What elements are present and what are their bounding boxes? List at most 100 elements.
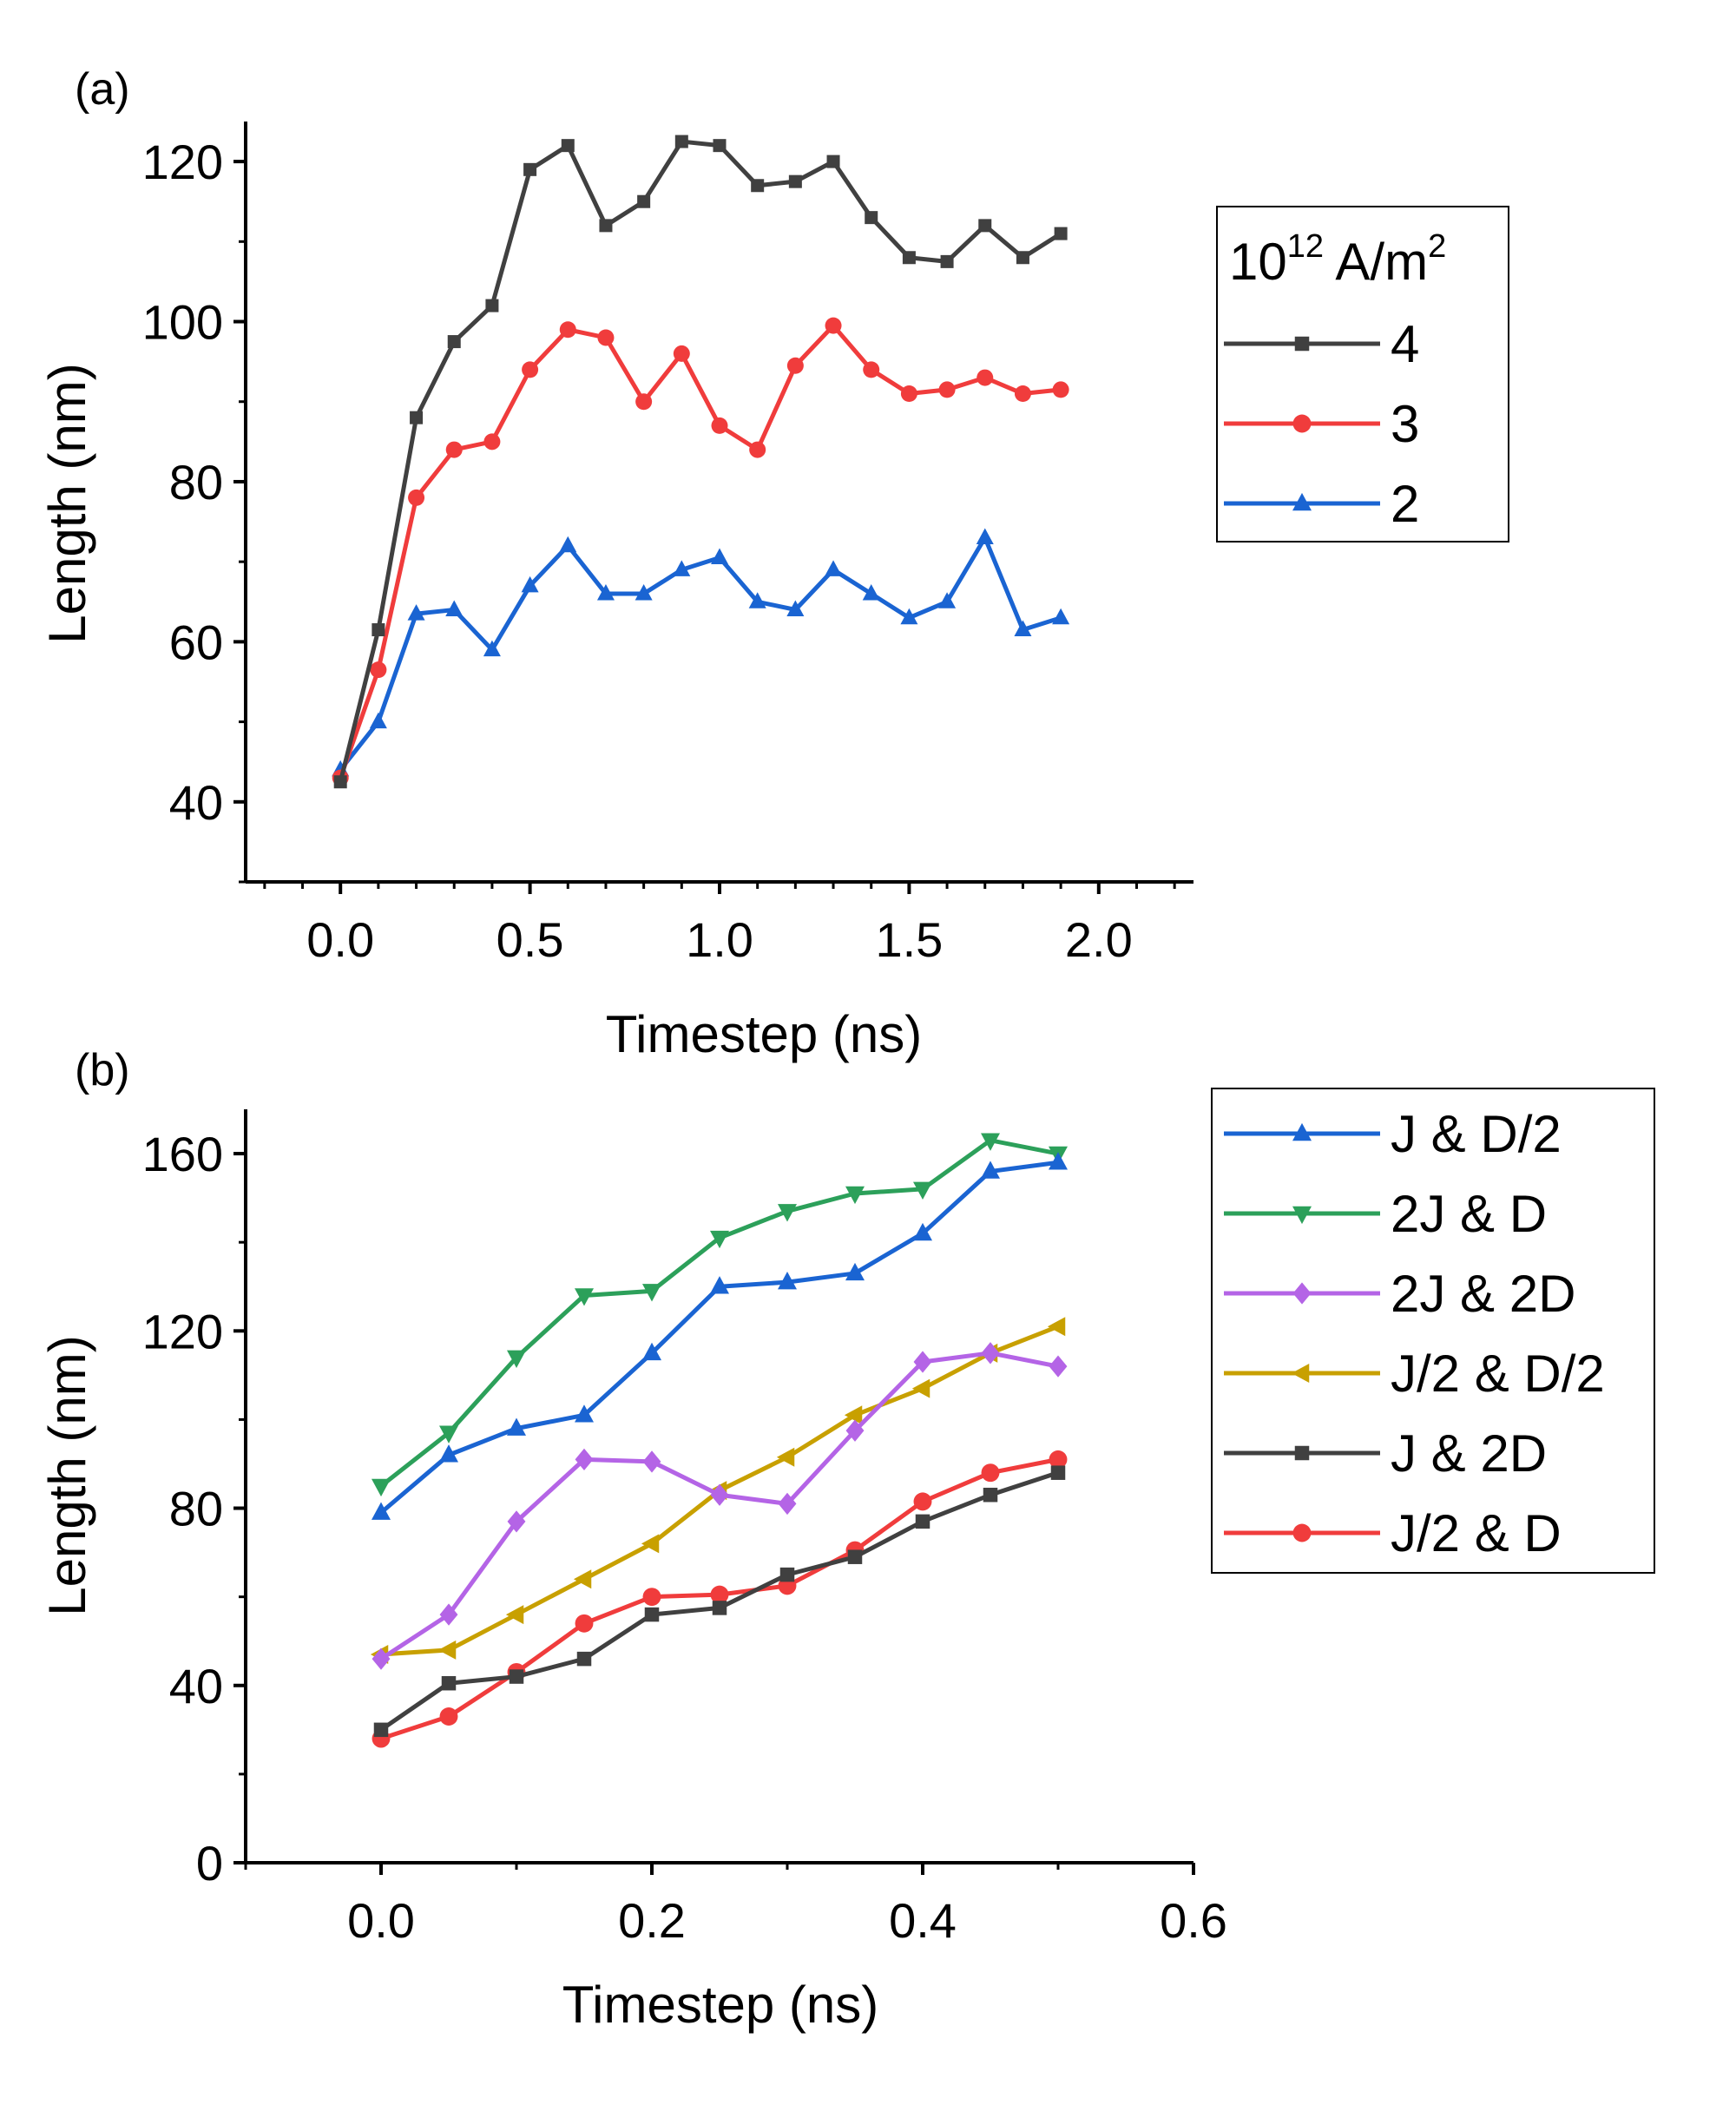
legend-label: J & D/2 (1391, 1105, 1562, 1163)
series-2j-d-point (507, 1350, 526, 1369)
series-j-2-d-2-point (1047, 1317, 1066, 1337)
series-2j-2d-point (845, 1419, 865, 1442)
series-2-point (445, 600, 464, 616)
series-3-point (711, 417, 728, 434)
series-3-point (635, 393, 653, 411)
series-2-point (711, 548, 728, 565)
series-j-2d-point (576, 1651, 592, 1667)
panel-a-legend-items: 4 3 2 (1224, 315, 1419, 533)
series-j-d-2-point (710, 1276, 729, 1294)
series-4-point (485, 299, 499, 312)
series-4-point (523, 162, 537, 176)
panel-b-legend-items: J & D/2 2J & D 2J & 2D J/2 & D/2 J & 2D J/2 &… (1224, 1105, 1605, 1562)
legend-swatch-marker (1292, 414, 1312, 433)
series-2-point (748, 592, 766, 608)
legend-title-unit-exponent: 2 (1428, 228, 1446, 265)
panel-b-y-tick-label: 40 (169, 1659, 223, 1713)
series-2-point (635, 584, 653, 601)
legend-swatch-marker (1294, 1445, 1310, 1461)
panel-b-y-tick-label: 0 (196, 1836, 223, 1891)
panel-b-series (370, 1133, 1068, 1748)
panel-a-y-tick-label: 120 (142, 135, 223, 189)
series-2j-2d-point (642, 1450, 661, 1473)
legend-label: 4 (1391, 315, 1419, 373)
series-2j-d-point (778, 1204, 797, 1222)
series-j-d-2-point (575, 1404, 594, 1423)
legend-item-2j-2d: 2J & 2D (1224, 1265, 1575, 1323)
series-4 (333, 135, 1068, 789)
series-j-d-2-point (913, 1222, 932, 1241)
series-4-point (826, 155, 840, 168)
legend-item-4: 4 (1224, 315, 1419, 373)
panel-b-y-tick-label: 80 (169, 1482, 223, 1536)
series-2 (332, 528, 1070, 777)
series-4-point (410, 411, 424, 424)
series-2-point (521, 575, 539, 593)
series-2-point (673, 560, 691, 576)
series-j-d-2-point (507, 1417, 526, 1436)
panel-a-series (332, 135, 1070, 789)
series-j-2-d-2-point (844, 1405, 863, 1425)
legend-label: 2J & D (1391, 1185, 1547, 1243)
series-j-2-d-point (710, 1585, 729, 1604)
legend-swatch-marker (1291, 1364, 1310, 1383)
series-j-2-d-2-point (641, 1534, 660, 1554)
series-j-2-d-2-point (776, 1447, 795, 1467)
series-j-2-d-2-point (505, 1605, 524, 1625)
panel-a-y-tick-label: 100 (142, 295, 223, 350)
series-j-2d-point (373, 1722, 389, 1738)
panel-b-y-axis-title: Length (nm) (38, 1335, 96, 1616)
series-2j-d (372, 1133, 1068, 1497)
series-2j-2d-point (439, 1603, 458, 1626)
series-j-2-d-2-point (437, 1640, 457, 1660)
series-3-point (522, 361, 539, 378)
legend-label: 3 (1391, 395, 1419, 453)
series-4-point (637, 194, 651, 208)
series-j-2-d-2-point (911, 1378, 930, 1398)
series-j-2d-point (644, 1607, 660, 1622)
series-j-2d-point (779, 1567, 795, 1582)
series-j-2-d-point (439, 1707, 458, 1726)
series-j-2d-point (441, 1675, 457, 1691)
legend-swatch-marker (1292, 1523, 1312, 1542)
series-2-point (1014, 620, 1032, 637)
legend-title-unit: A/m (1324, 233, 1428, 291)
series-2j-2d-point (575, 1448, 594, 1471)
panel-b-x-tick-label: 0.2 (618, 1893, 686, 1948)
series-3-point (445, 441, 463, 458)
series-2j-d-point (710, 1230, 729, 1249)
series-j-d-2-point (845, 1262, 865, 1281)
series-4-point (447, 335, 461, 349)
series-4-point (788, 174, 802, 188)
series-2j-2d-point (372, 1647, 391, 1670)
series-2-point (976, 528, 994, 544)
series-2-line (339, 535, 1062, 772)
legend-item-3: 3 (1224, 395, 1419, 453)
series-3-point (673, 345, 690, 362)
series-2j-d-line (379, 1138, 1059, 1488)
series-j-2-d-point (575, 1614, 594, 1633)
legend-item-j-2d: J & 2D (1224, 1424, 1547, 1483)
series-j-2d-point (1050, 1465, 1066, 1480)
series-2j-2d-point (981, 1342, 1000, 1365)
series-4-point (751, 179, 765, 193)
series-j-2d-point (983, 1487, 998, 1503)
series-2j-d-point (372, 1478, 391, 1497)
legend-title-base: 10 (1229, 233, 1287, 291)
panel-b-x-tick-label: 0.4 (889, 1893, 957, 1948)
panel-b-axes (244, 1109, 1194, 1864)
panel-a-y-axis-title: Length (nm) (38, 363, 96, 644)
panel-b-ticks: 0.0 0.2 0.4 0.6 0 40 80 120 160 (142, 1127, 1227, 1948)
series-4-point (940, 254, 954, 268)
panel-a-x-tick-label: 1.0 (686, 912, 753, 967)
series-4-line (338, 139, 1062, 783)
panel-a-x-tick-label: 0.0 (306, 912, 374, 967)
series-3-point (900, 385, 917, 403)
series-j-2-d-point (913, 1492, 932, 1511)
series-3-point (863, 361, 880, 378)
legend-label: J/2 & D/2 (1391, 1345, 1605, 1403)
series-2j-d-point (439, 1425, 458, 1444)
panel-b-legend-box (1211, 1088, 1655, 1574)
series-3 (332, 317, 1069, 786)
